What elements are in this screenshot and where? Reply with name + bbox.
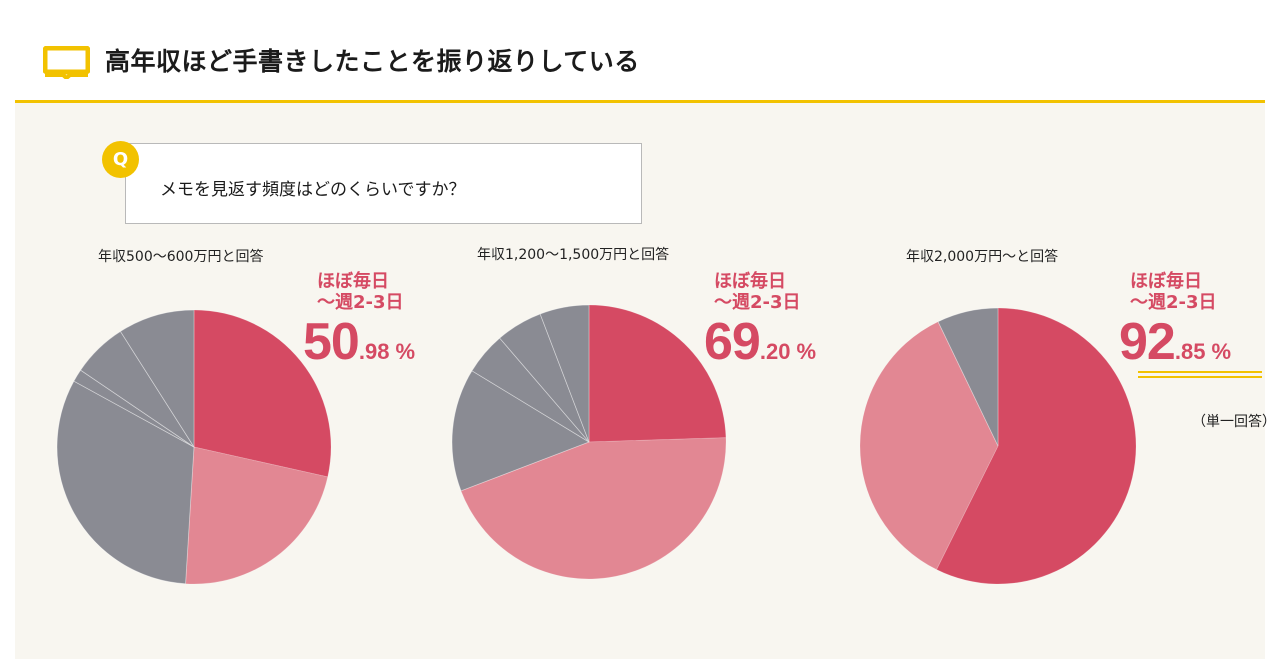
pie-1-slice-2-weekly [185, 446, 329, 585]
pie-chart-3 [859, 307, 1137, 585]
group-1-percentage: 50.98% [303, 312, 415, 372]
question-badge: Q [102, 141, 139, 178]
pie-2-slice-6-other [539, 304, 590, 443]
group-3-label: 年収2,000万円～と回答 [906, 249, 1059, 265]
group-3-percentage: 92.85% [1119, 312, 1231, 372]
pie-1-slice-6-other [119, 309, 195, 449]
pie-1-slice-5-other [80, 330, 195, 448]
group-3-highlight-line2: ～週2-3日 [1130, 292, 1217, 313]
pie-charts [56, 304, 1137, 585]
pie-1-slice-4-other [73, 369, 195, 448]
pie-2-slice-3-other [451, 370, 590, 492]
group-2-pct-sign: % [796, 339, 816, 364]
pie-3-slice-3-other [937, 307, 999, 447]
group-1-highlight-line2: ～週2-3日 [317, 292, 404, 313]
highlight-underline-bottom [1138, 376, 1262, 378]
single-answer-note: （単一回答） [1192, 414, 1276, 430]
pie-3-slice-1-daily [935, 307, 1137, 585]
group-2-highlight-line1: ほぼ毎日 [714, 271, 786, 292]
pie-1-slice-1-daily [193, 309, 332, 478]
group-1-pct-dec: .98 [358, 339, 390, 364]
group-1-label: 年収500～600万円と回答 [98, 249, 264, 265]
group-2-pct-int: 69 [704, 313, 761, 371]
pie-2-slice-1-daily [588, 304, 727, 443]
group-2-percentage: 69.20% [704, 312, 816, 372]
pie-2-slice-4-other [471, 337, 590, 443]
question-box [125, 143, 642, 224]
group-1-highlight-line1: ほぼ毎日 [317, 271, 389, 292]
pie-2-slice-5-other [499, 313, 590, 443]
group-3-highlight-line1: ほぼ毎日 [1130, 271, 1202, 292]
group-2-pct-dec: .20 [759, 339, 791, 364]
group-3-pct-sign: % [1211, 339, 1231, 364]
pie-3-slice-2-weekly [859, 321, 999, 571]
header-bar: 高年収ほど手書きしたことを振り返りしている [15, 18, 1265, 103]
page-title: 高年収ほど手書きしたことを振り返りしている [105, 47, 640, 76]
pie-chart-1 [56, 309, 332, 585]
notebook-icon [43, 46, 90, 79]
content-panel: 高年収ほど手書きしたことを振り返りしている Q メモを見返す頻度はどのくらいです… [15, 18, 1276, 659]
group-2-highlight-line2: ～週2-3日 [714, 292, 801, 313]
group-2-label: 年収1,200～1,500万円と回答 [477, 247, 670, 263]
group-1-pct-int: 50 [303, 313, 360, 371]
pie-2-slice-2-weekly [460, 437, 727, 580]
group-3-pct-int: 92 [1119, 313, 1176, 371]
pie-chart-2 [451, 304, 727, 580]
highlight-underline-top [1138, 371, 1262, 373]
group-3-pct-dec: .85 [1174, 339, 1206, 364]
question-text: メモを見返す頻度はどのくらいですか？ [160, 180, 466, 200]
pie-1-slice-3-other [56, 380, 195, 585]
group-1-pct-sign: % [395, 339, 415, 364]
